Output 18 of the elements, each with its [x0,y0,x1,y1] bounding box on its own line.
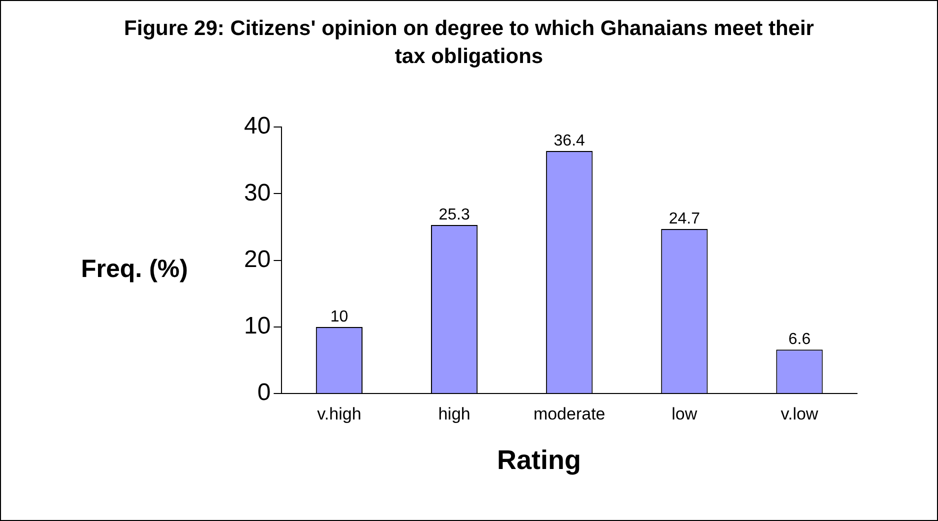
data-label: 25.3 [438,206,470,224]
data-label: 36.4 [554,132,586,150]
x-tick-label: v.high [317,404,362,424]
y-tick-label: 0 [257,379,271,406]
y-tick-label: 40 [244,112,271,140]
y-tick-label: 10 [244,312,271,340]
y-tick-label: 30 [244,179,271,206]
y-tick-label: 20 [244,246,271,273]
data-label: 6.6 [788,331,811,348]
chart-title: Figure 29: Citizens' opinion on degree to which Ghanaians meet their tax obligations [123,16,815,70]
data-label: 10 [330,308,348,326]
data-label: 24.7 [668,210,700,228]
x-axis-title: Rating [496,445,582,476]
x-tick-label: moderate [533,404,606,424]
y-axis-title: Freq. (%) [81,255,188,284]
x-tick-label: low [672,404,698,424]
x-tick-label: high [438,404,470,424]
x-tick-label: v.low [780,404,819,424]
